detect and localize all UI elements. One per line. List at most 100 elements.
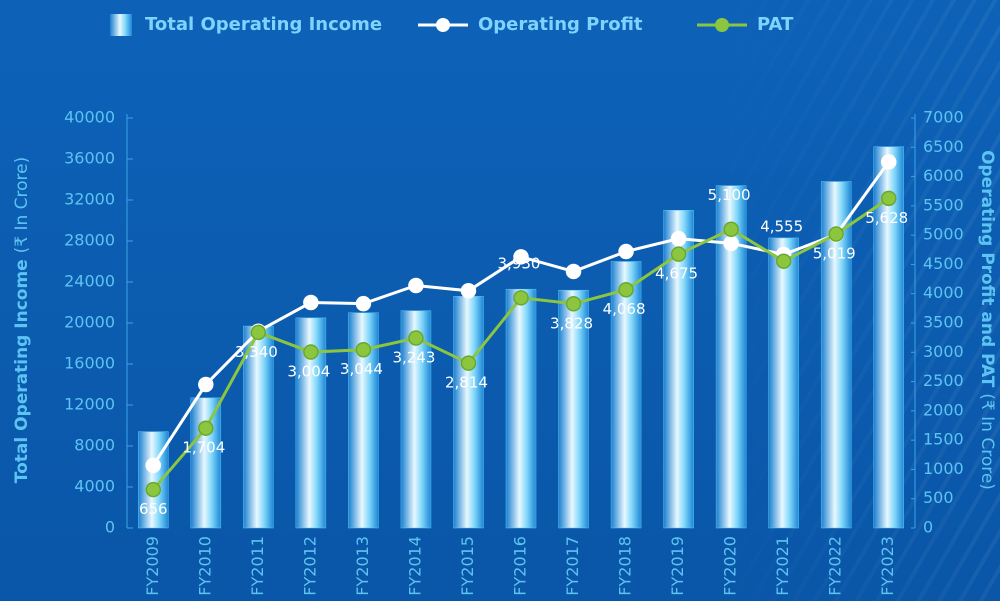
y-tick-label: 8000 xyxy=(74,436,115,455)
y2-tick-label: 2500 xyxy=(923,371,964,390)
legend-swatch-marker xyxy=(715,18,729,32)
marker xyxy=(145,457,162,474)
x-tick-label: FY2013 xyxy=(353,536,372,596)
marker xyxy=(618,243,634,260)
marker xyxy=(355,295,372,312)
marker xyxy=(828,226,844,242)
y2-tick-label: 5500 xyxy=(923,195,964,214)
data-label: 4,068 xyxy=(603,300,646,318)
data-label: 3,828 xyxy=(550,314,593,332)
marker xyxy=(198,420,214,436)
y-tick-label: 40000 xyxy=(64,108,115,127)
marker xyxy=(618,281,634,298)
data-label: 656 xyxy=(139,500,168,518)
bar xyxy=(243,325,274,529)
marker xyxy=(880,190,897,207)
y-tick-label: 12000 xyxy=(64,395,115,414)
legend-swatch-marker xyxy=(436,18,450,32)
data-label: 3,243 xyxy=(392,349,435,367)
bar xyxy=(873,146,904,529)
y2-tick-label: 1500 xyxy=(923,430,964,449)
bar xyxy=(400,310,432,529)
x-tick-label: FY2010 xyxy=(195,536,214,596)
y-tick-label: 4000 xyxy=(74,477,115,496)
legend-label: Operating Profit xyxy=(478,14,643,35)
marker xyxy=(408,330,424,346)
marker xyxy=(670,230,687,247)
marker xyxy=(250,324,267,341)
marker xyxy=(408,277,424,294)
marker xyxy=(460,355,477,371)
data-label: 3,044 xyxy=(340,360,383,378)
y-tick-label: 36000 xyxy=(64,149,115,168)
marker xyxy=(513,249,529,265)
data-label: 1,704 xyxy=(182,439,225,457)
y2-tick-label: 2000 xyxy=(923,400,964,419)
y-axis-title-unit: (₹ In Crore) xyxy=(12,157,32,254)
y-axis-title: Total Operating Income (₹ In Crore) xyxy=(12,157,32,484)
y2-axis-title-main: Operating Profit and PAT xyxy=(977,150,997,388)
marker xyxy=(723,235,739,252)
y2-axis-title-unit: (₹ In Crore) xyxy=(977,393,997,490)
bar xyxy=(505,288,537,529)
bar xyxy=(558,289,589,529)
x-tick-label: FY2021 xyxy=(773,536,792,596)
y2-tick-label: 7000 xyxy=(923,108,964,127)
y-tick-label: 0 xyxy=(105,518,115,537)
bar xyxy=(190,397,222,529)
marker xyxy=(723,221,739,238)
marker xyxy=(565,263,582,280)
y2-tick-label: 6500 xyxy=(923,137,964,156)
bar xyxy=(453,296,484,529)
x-tick-label: FY2014 xyxy=(405,536,424,596)
marker xyxy=(880,154,897,170)
bar xyxy=(768,237,799,529)
y2-tick-label: 4500 xyxy=(923,254,964,273)
marker xyxy=(303,344,319,360)
data-label: 4,675 xyxy=(655,265,698,283)
x-tick-label: FY2009 xyxy=(143,536,162,596)
y2-tick-label: 5000 xyxy=(923,225,964,244)
x-tick-label: FY2016 xyxy=(511,536,530,596)
data-label: 3,004 xyxy=(287,363,330,381)
legend-swatch xyxy=(110,14,132,36)
y2-tick-label: 3500 xyxy=(923,313,964,332)
data-label: 5,628 xyxy=(865,209,908,227)
x-tick-label: FY2022 xyxy=(826,536,845,596)
y-tick-label: 16000 xyxy=(64,354,115,373)
marker xyxy=(355,341,372,358)
marker xyxy=(145,481,162,498)
marker xyxy=(565,296,582,312)
marker xyxy=(460,283,477,299)
x-tick-label: FY2015 xyxy=(458,536,477,596)
y-tick-label: 24000 xyxy=(64,272,115,291)
data-label: 3,340 xyxy=(235,343,278,361)
marker xyxy=(670,246,687,262)
bar xyxy=(610,261,642,529)
data-label: 3,930 xyxy=(498,254,541,272)
legend-label: Total Operating Income xyxy=(145,14,382,35)
y-axis-title-main: Total Operating Income xyxy=(12,259,32,483)
y-tick-label: 32000 xyxy=(64,190,115,209)
marker xyxy=(198,376,214,393)
y2-axis-title: Operating Profit and PAT (₹ In Crore) xyxy=(977,150,997,490)
y2-tick-label: 1000 xyxy=(923,459,964,478)
bar xyxy=(663,210,694,529)
x-tick-label: FY2017 xyxy=(563,536,582,596)
x-tick-label: FY2011 xyxy=(248,536,267,596)
x-tick-label: FY2012 xyxy=(300,536,319,596)
data-label: 4,555 xyxy=(760,218,803,236)
data-label: 5,100 xyxy=(708,186,751,204)
marker xyxy=(513,290,529,306)
y-tick-label: 28000 xyxy=(64,231,115,250)
marker xyxy=(303,294,319,311)
legend-label: PAT xyxy=(757,14,794,35)
data-label: 2,814 xyxy=(445,374,488,392)
y2-tick-label: 4000 xyxy=(923,283,964,302)
x-tick-label: FY2018 xyxy=(616,536,635,596)
data-label: 5,019 xyxy=(813,245,856,263)
y2-tick-label: 500 xyxy=(923,488,954,507)
y2-tick-label: 6000 xyxy=(923,166,964,185)
